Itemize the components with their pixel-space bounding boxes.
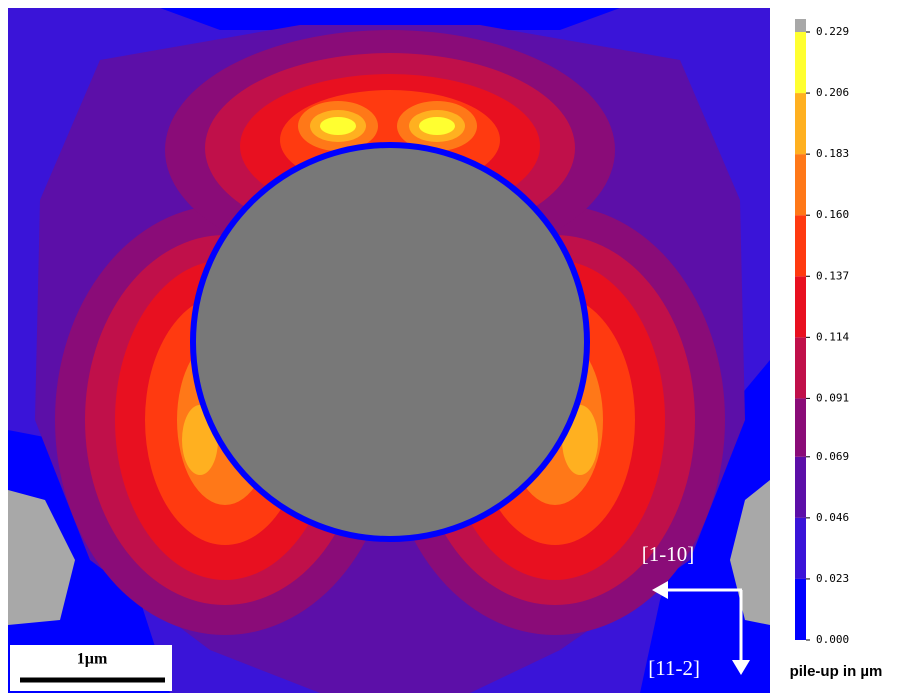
colorbar-tick-label: 0.229 [816,25,849,38]
colorbar-band [795,154,806,215]
colorbar-tick-label: 0.091 [816,391,849,404]
contour-region [320,117,356,135]
colorbar-tick-label: 0.137 [816,269,849,282]
direction-label: [11-2] [648,656,700,680]
colorbar-band [795,276,806,337]
contour-region [419,117,455,135]
colorbar-tick-label: 0.183 [816,147,849,160]
indenter-region [193,145,587,539]
colorbar-band [795,457,806,518]
colorbar-over [795,19,806,32]
colorbar-tick-label: 0.160 [816,208,849,221]
colorbar-band [795,215,806,276]
colorbar: 0.000 0.023 0.046 0.069 0.091 0.114 0.137 0.160… [795,19,849,646]
colorbar-band [795,398,806,456]
colorbar-band [795,337,806,398]
colorbar-tick-label: 0.046 [816,511,849,524]
colorbar-band [795,32,806,93]
colorbar-label: pile-up in µm [790,663,883,680]
figure: 1µm [1-10] [11-2] pile-up in µm 0.0000.0… [0,0,906,693]
colorbar-band [795,518,806,579]
colorbar-tick-label: 0.069 [816,450,849,463]
colorbar-band [795,93,806,154]
colorbar-tick-label: 0.023 [816,572,849,585]
colorbar-band [795,579,806,640]
colorbar-tick-label: 0.000 [816,633,849,646]
direction-label: [1-10] [642,542,694,566]
colorbar-tick-label: 0.206 [816,86,849,99]
colorbar-tick-label: 0.114 [816,330,849,343]
scale-bar-label: 1µm [77,651,108,668]
